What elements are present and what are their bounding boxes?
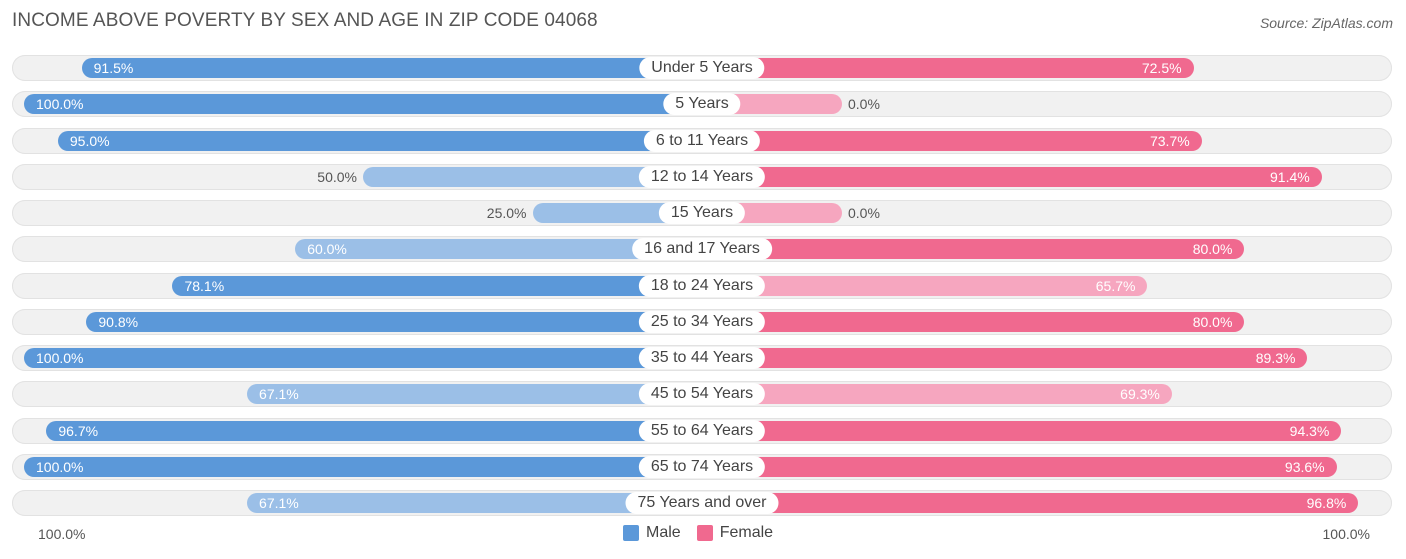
category-label: 75 Years and over xyxy=(625,492,779,514)
female-value-label: 94.3% xyxy=(1289,422,1330,439)
female-bar xyxy=(702,348,1308,368)
axis-left-label: 100.0% xyxy=(38,526,86,542)
legend-label-male: Male xyxy=(646,524,681,541)
male-bar xyxy=(247,384,702,405)
category-label: 55 to 64 Years xyxy=(638,419,766,442)
female-value-label: 0.0% xyxy=(848,96,880,113)
category-label: 15 Years xyxy=(658,202,746,224)
category-label: 6 to 11 Years xyxy=(643,129,761,152)
chart-title: INCOME ABOVE POVERTY BY SEX AND AGE IN Z… xyxy=(12,10,598,31)
male-value-label: 25.0% xyxy=(486,205,527,221)
male-value-label: 100.0% xyxy=(36,350,84,366)
male-value-label: 78.1% xyxy=(184,277,225,294)
male-value-label: 100.0% xyxy=(36,96,84,113)
male-bar xyxy=(24,94,702,115)
male-bar xyxy=(24,348,702,368)
category-label: 12 to 14 Years xyxy=(638,165,766,188)
male-value-label: 67.1% xyxy=(259,495,299,511)
female-bar xyxy=(702,384,1172,405)
legend-swatch-female xyxy=(696,525,713,541)
female-value-label: 65.7% xyxy=(1095,277,1136,294)
category-label: 45 to 54 Years xyxy=(638,383,766,406)
female-bar xyxy=(702,456,1337,477)
male-value-label: 96.7% xyxy=(58,422,99,439)
category-label: 18 to 24 Years xyxy=(638,274,766,297)
category-label: 16 and 17 Years xyxy=(632,238,772,261)
category-label: Under 5 Years xyxy=(639,57,765,79)
female-bar xyxy=(702,166,1322,187)
female-value-label: 72.5% xyxy=(1141,60,1182,76)
male-bar xyxy=(247,493,702,513)
female-bar xyxy=(702,493,1359,513)
male-bar xyxy=(172,275,702,296)
category-label: 25 to 34 Years xyxy=(638,310,766,333)
male-value-label: 100.0% xyxy=(36,458,84,475)
legend: Male Female xyxy=(623,524,789,542)
male-bar xyxy=(295,239,702,260)
male-bar xyxy=(57,130,702,151)
legend-label-female: Female xyxy=(719,524,774,541)
female-value-label: 69.3% xyxy=(1120,386,1160,403)
female-bar xyxy=(702,130,1202,151)
legend-swatch-male xyxy=(623,525,639,541)
male-value-label: 95.0% xyxy=(69,132,110,149)
male-bar xyxy=(81,58,702,78)
female-value-label: 80.0% xyxy=(1192,313,1233,330)
female-bar xyxy=(702,420,1342,441)
male-bar xyxy=(363,166,702,187)
male-bar xyxy=(46,420,702,441)
female-value-label: 89.3% xyxy=(1255,350,1296,366)
source-label: Source: ZipAtlas.com xyxy=(1259,15,1393,31)
legend-item-male: Male xyxy=(623,524,681,542)
male-value-label: 91.5% xyxy=(93,60,134,76)
female-value-label: 73.7% xyxy=(1149,132,1190,149)
female-value-label: 93.6% xyxy=(1284,458,1325,475)
category-label: 35 to 44 Years xyxy=(638,347,766,369)
female-bar xyxy=(702,311,1245,332)
male-value-label: 90.8% xyxy=(98,313,139,330)
female-bar xyxy=(702,239,1245,260)
legend-item-female: Female xyxy=(696,524,774,542)
female-bar xyxy=(702,58,1194,78)
axis-right-label: 100.0% xyxy=(1322,526,1370,542)
category-label: 5 Years xyxy=(663,93,741,116)
category-label: 65 to 74 Years xyxy=(638,455,766,478)
male-value-label: 67.1% xyxy=(259,386,299,403)
female-value-label: 91.4% xyxy=(1270,168,1310,185)
female-value-label: 0.0% xyxy=(848,205,880,221)
male-bar xyxy=(24,456,702,477)
female-value-label: 96.8% xyxy=(1306,495,1347,511)
male-bar xyxy=(86,311,702,332)
male-value-label: 60.0% xyxy=(307,241,347,258)
male-value-label: 50.0% xyxy=(317,168,357,185)
female-value-label: 80.0% xyxy=(1192,241,1233,258)
female-bar xyxy=(702,275,1148,296)
